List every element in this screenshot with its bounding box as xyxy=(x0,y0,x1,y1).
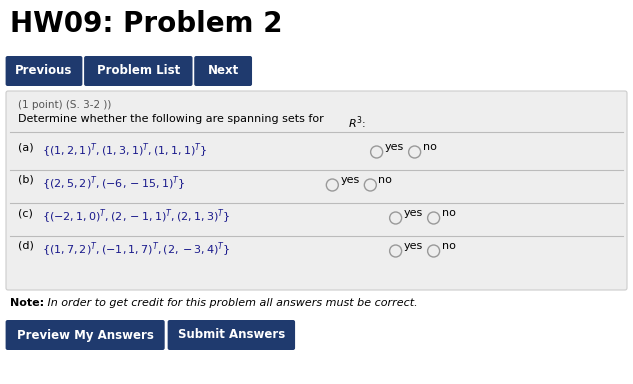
Text: Next: Next xyxy=(208,65,239,78)
Text: no: no xyxy=(379,175,392,185)
Text: HW09: Problem 2: HW09: Problem 2 xyxy=(10,10,282,38)
Text: $R^3$:: $R^3$: xyxy=(348,114,366,131)
Text: In order to get credit for this problem all answers must be correct.: In order to get credit for this problem … xyxy=(44,298,418,308)
Text: (c): (c) xyxy=(18,208,33,218)
Text: Problem List: Problem List xyxy=(97,65,180,78)
Text: $\{(1, 7, 2)^T, (-1, 1, 7)^T, (2, -3, 4)^T\}$: $\{(1, 7, 2)^T, (-1, 1, 7)^T, (2, -3, 4)… xyxy=(42,241,230,260)
Text: (1 point) (S. 3-2 )): (1 point) (S. 3-2 )) xyxy=(18,100,111,110)
FancyBboxPatch shape xyxy=(6,320,165,350)
Text: yes: yes xyxy=(404,208,423,218)
FancyBboxPatch shape xyxy=(84,56,192,86)
Text: Determine whether the following are spanning sets for: Determine whether the following are span… xyxy=(18,114,327,124)
Text: yes: yes xyxy=(341,175,360,185)
Text: $\{(1, 2, 1)^T, (1, 3, 1)^T, (1, 1, 1)^T\}$: $\{(1, 2, 1)^T, (1, 3, 1)^T, (1, 1, 1)^T… xyxy=(42,142,208,161)
Text: Submit Answers: Submit Answers xyxy=(178,328,285,341)
Text: (a): (a) xyxy=(18,142,34,152)
Text: no: no xyxy=(423,142,437,152)
FancyBboxPatch shape xyxy=(6,56,82,86)
Text: Note:: Note: xyxy=(10,298,44,308)
Text: Preview My Answers: Preview My Answers xyxy=(16,328,154,341)
FancyBboxPatch shape xyxy=(168,320,295,350)
FancyBboxPatch shape xyxy=(194,56,252,86)
FancyBboxPatch shape xyxy=(6,91,627,290)
Text: (b): (b) xyxy=(18,175,34,185)
Text: $\{(-2, 1, 0)^T, (2, -1, 1)^T, (2, 1, 3)^T\}$: $\{(-2, 1, 0)^T, (2, -1, 1)^T, (2, 1, 3)… xyxy=(42,208,230,227)
Text: Previous: Previous xyxy=(15,65,73,78)
Text: yes: yes xyxy=(385,142,404,152)
Text: no: no xyxy=(442,208,456,218)
Text: (d): (d) xyxy=(18,241,34,251)
Text: $\{(2, 5, 2)^T, (-6, -15, 1)^T\}$: $\{(2, 5, 2)^T, (-6, -15, 1)^T\}$ xyxy=(42,175,185,194)
Text: no: no xyxy=(442,241,456,251)
Text: yes: yes xyxy=(404,241,423,251)
